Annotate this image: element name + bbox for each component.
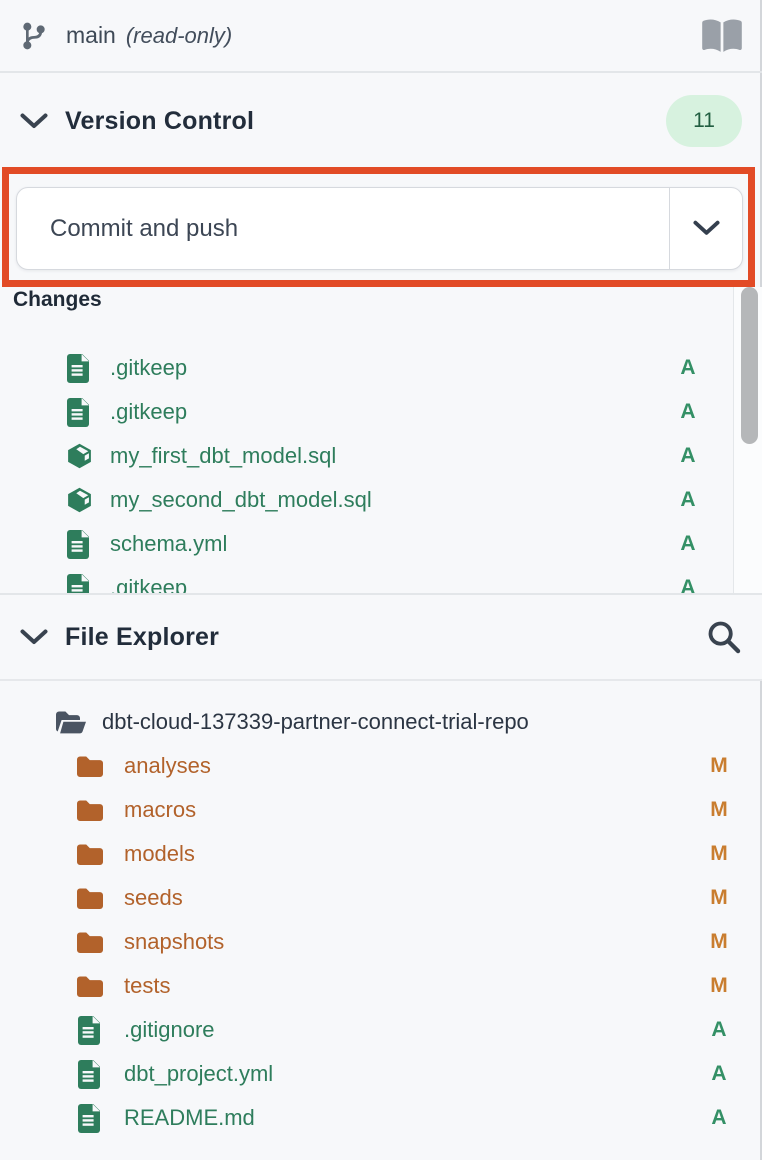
section-title: File Explorer (65, 622, 220, 651)
changes-count-badge: 11 (666, 95, 742, 147)
docs-book-icon[interactable] (700, 17, 744, 55)
git-status-letter: A (711, 1106, 727, 1129)
folder-icon (77, 755, 103, 777)
explorer-item-row[interactable]: seeds M (0, 876, 762, 920)
document-icon (65, 397, 93, 427)
changed-file-row[interactable]: .gitkeep A (0, 566, 733, 593)
git-status-letter: A (711, 1062, 727, 1085)
file-name: .gitkeep (110, 575, 188, 593)
document-icon (65, 529, 93, 559)
file-name: .gitkeep (110, 355, 188, 380)
file-name: my_first_dbt_model.sql (110, 443, 337, 468)
file-tree: dbt-cloud-137339-partner-connect-trial-r… (0, 700, 762, 1140)
changed-file-row[interactable]: my_second_dbt_model.sql A (0, 478, 733, 522)
branch-mode-label: (read-only) (125, 22, 233, 48)
folder-icon (77, 843, 103, 865)
file-name: tests (124, 973, 171, 998)
branch-name[interactable]: main (66, 22, 116, 48)
changes-list: .gitkeep A .gitkeep A my_first_dbt_model… (0, 346, 733, 593)
file-name: .gitkeep (110, 399, 188, 424)
commit-and-push-button[interactable]: Commit and push (50, 214, 239, 242)
explorer-item-row[interactable]: README.md A (0, 1096, 762, 1140)
changes-section: Changes .gitkeep A .gitkeep A my_first_d… (0, 287, 733, 593)
git-status-letter: A (680, 532, 696, 555)
explorer-item-row[interactable]: snapshots M (0, 920, 762, 964)
open-folder-icon (55, 710, 87, 734)
folder-icon (77, 799, 103, 821)
git-status-letter: M (710, 754, 728, 777)
version-control-header[interactable]: Version Control 11 (0, 75, 762, 167)
file-name: seeds (124, 885, 183, 910)
git-status-letter: M (710, 798, 728, 821)
file-name: models (124, 841, 195, 866)
repo-root-row[interactable]: dbt-cloud-137339-partner-connect-trial-r… (0, 700, 762, 744)
scrollbar-thumb[interactable] (741, 287, 758, 444)
commit-options-dropdown[interactable] (670, 188, 742, 269)
explorer-item-row[interactable]: .gitignore A (0, 1008, 762, 1052)
explorer-item-row[interactable]: tests M (0, 964, 762, 1008)
explorer-item-row[interactable]: models M (0, 832, 762, 876)
folder-icon (77, 887, 103, 909)
branch-bar: main (read-only) (0, 0, 762, 73)
explorer-item-row[interactable]: analyses M (0, 744, 762, 788)
commit-split-button: Commit and push (16, 187, 743, 270)
file-name: .gitignore (124, 1017, 215, 1042)
document-icon (77, 1103, 103, 1133)
document-icon (77, 1015, 103, 1045)
file-name: analyses (124, 753, 211, 778)
document-icon (65, 353, 93, 383)
file-name: macros (124, 797, 197, 822)
dbt-model-icon (65, 486, 93, 514)
git-status-letter: A (680, 444, 696, 467)
section-title: Version Control (65, 106, 255, 135)
changed-file-row[interactable]: schema.yml A (0, 522, 733, 566)
changed-file-row[interactable]: .gitkeep A (0, 346, 733, 390)
changed-file-row[interactable]: my_first_dbt_model.sql A (0, 434, 733, 478)
explorer-item-row[interactable]: macros M (0, 788, 762, 832)
folder-icon (77, 931, 103, 953)
git-status-letter: M (710, 886, 728, 909)
document-icon (65, 573, 93, 593)
file-name: dbt-cloud-137339-partner-connect-trial-r… (102, 709, 529, 734)
git-status-letter: A (680, 488, 696, 511)
document-icon (77, 1059, 103, 1089)
file-name: my_second_dbt_model.sql (110, 487, 372, 512)
git-status-letter: M (710, 974, 728, 997)
git-status-letter: M (710, 930, 728, 953)
chevron-down-icon (692, 220, 720, 235)
git-status-letter: A (680, 356, 696, 379)
file-name: schema.yml (110, 531, 228, 556)
folder-icon (77, 975, 103, 997)
search-icon[interactable] (706, 619, 742, 655)
git-status-letter: A (680, 400, 696, 423)
file-name: snapshots (124, 929, 225, 954)
dbt-model-icon (65, 442, 93, 470)
changes-label: Changes (13, 288, 102, 311)
git-status-letter: M (710, 842, 728, 865)
git-branch-icon (18, 19, 50, 53)
file-explorer-header[interactable]: File Explorer (0, 593, 762, 681)
git-status-letter: A (711, 1018, 727, 1041)
chevron-down-icon[interactable] (20, 113, 48, 130)
git-status-letter: A (680, 576, 696, 593)
explorer-item-row[interactable]: dbt_project.yml A (0, 1052, 762, 1096)
changed-file-row[interactable]: .gitkeep A (0, 390, 733, 434)
chevron-down-icon[interactable] (20, 629, 48, 646)
file-name: dbt_project.yml (124, 1061, 274, 1086)
button-divider (669, 188, 670, 269)
scrollbar-track[interactable] (733, 287, 762, 593)
file-name: README.md (124, 1105, 255, 1130)
